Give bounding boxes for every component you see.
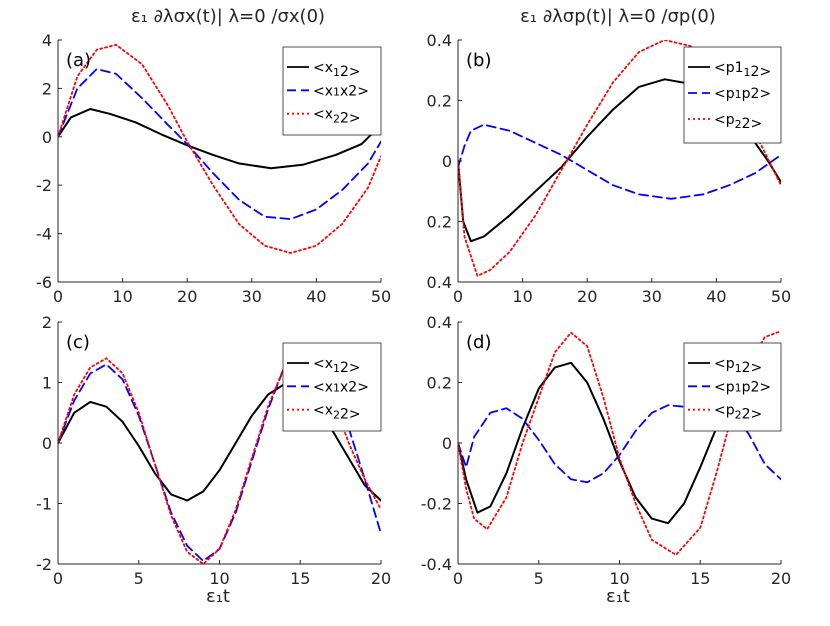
x-tick-label: 50	[371, 287, 391, 306]
panel-d: 0 5 10 15 20 -0.4 -0.2 0 0.2 0.4 (d) <p12> <p1p2> <p2…	[421, 313, 791, 588]
legend-label: <p22>	[714, 112, 762, 132]
y-tick-label: 2	[42, 313, 52, 332]
legend-label: <p112>	[714, 60, 771, 80]
legend: <p12> <p1p2> <p22>	[683, 342, 782, 432]
y-tick-label: -0.4	[421, 555, 452, 574]
legend-label: <x22>	[313, 403, 361, 423]
legend-label: <p22>	[714, 403, 762, 423]
x-tick-label: 10	[609, 569, 629, 588]
series-line-2	[458, 123, 781, 200]
x-tick-label: 50	[771, 287, 791, 306]
x-tick-label: 40	[306, 287, 326, 306]
series-line-3	[458, 330, 781, 556]
panel-b: 0 10 20 30 40 500.40.200.20.4(b) <p112><p1p2><…	[427, 31, 792, 306]
y-tick-label: 1	[42, 374, 52, 393]
x-axis-label-left: ε₁t	[206, 586, 230, 607]
panel-c: 0 5 10 15 20 -2 -1 0 1 2 (c) <x12> <x1x2> <x22>	[36, 313, 391, 588]
x-tick-label: 40	[706, 287, 726, 306]
y-tick-label: 0.2	[427, 92, 452, 111]
legend-box	[282, 342, 382, 432]
legend-label: <p1p2>	[714, 379, 771, 395]
panel-label: (c)	[66, 332, 90, 353]
y-tick-label: -2	[36, 176, 52, 195]
column-title-left: ε₁ ∂λσx(t)| λ=0 /σx(0)	[131, 6, 325, 27]
y-tick-label: -2	[36, 555, 52, 574]
legend-label: <x1x2>	[313, 83, 369, 99]
panel-label: (a)	[66, 50, 91, 71]
y-tick-label: -6	[36, 273, 52, 292]
y-tick-label: -4	[36, 225, 52, 244]
y-tick-label: 0	[42, 434, 52, 453]
x-tick-label: 5	[134, 569, 144, 588]
x-tick-label: 20	[177, 287, 197, 306]
legend-box	[683, 342, 782, 432]
legend-label: <p12>	[714, 356, 762, 376]
x-tick-label: 20	[771, 569, 791, 588]
x-tick-label: 10	[112, 287, 132, 306]
x-tick-label: 0	[53, 287, 63, 306]
x-tick-label: 0	[453, 569, 463, 588]
legend-box	[282, 46, 382, 136]
y-tick-label: 0.2	[427, 213, 452, 232]
y-tick-label: -1	[36, 495, 52, 514]
series-line-2	[58, 68, 381, 220]
panel-label: (d)	[466, 332, 491, 353]
x-tick-label: 20	[577, 287, 597, 306]
x-tick-label: 30	[642, 287, 662, 306]
x-tick-label: 10	[209, 569, 229, 588]
legend-box	[683, 46, 782, 144]
legend: <x12> <x1x2> <x22>	[282, 46, 382, 136]
legend-label: <p1p2>	[714, 86, 771, 102]
y-tick-label: -0.2	[421, 495, 452, 514]
y-tick-label: 2	[42, 79, 52, 98]
panel-label: (b)	[466, 50, 491, 71]
x-tick-label: 15	[290, 569, 310, 588]
x-tick-label: 0	[453, 287, 463, 306]
y-tick-label: 0.4	[427, 313, 452, 332]
legend-label: <x22>	[313, 107, 361, 127]
series-line-3	[58, 43, 381, 254]
panel-a: 0 10 20 30 40 50 -6 -4 -2 0 2 4 (a) <x12> <x1x2> <x22>	[36, 31, 391, 306]
series-line-2	[458, 402, 781, 484]
y-tick-label: 4	[42, 31, 52, 50]
series-line-1	[58, 108, 381, 170]
x-tick-label: 30	[242, 287, 262, 306]
y-tick-label: 0	[442, 434, 452, 453]
x-tick-label: 10	[512, 287, 532, 306]
x-axis-label-right: ε₁t	[606, 586, 630, 607]
legend: <x12> <x1x2> <x22>	[282, 342, 382, 432]
legend-label: <x1x2>	[313, 379, 369, 395]
x-tick-label: 0	[53, 569, 63, 588]
y-tick-label: 0.2	[427, 374, 452, 393]
y-tick-label: 0	[42, 128, 52, 147]
legend-label: <x12>	[313, 356, 361, 376]
y-tick-label: 0.4	[427, 273, 452, 292]
legend: <p112> <p1p2> <p22>	[683, 46, 782, 144]
y-tick-label: 0	[442, 152, 452, 171]
y-tick-label: 0.4	[427, 31, 452, 50]
legend-label: <x12>	[313, 60, 361, 80]
x-tick-label: 5	[534, 569, 544, 588]
x-tick-label: 20	[371, 569, 391, 588]
x-tick-label: 15	[690, 569, 710, 588]
column-title-right: ε₁ ∂λσp(t)| λ=0 /σp(0)	[520, 6, 716, 27]
